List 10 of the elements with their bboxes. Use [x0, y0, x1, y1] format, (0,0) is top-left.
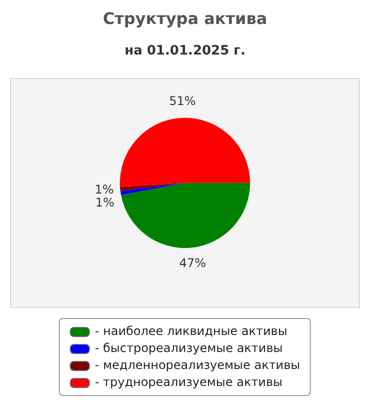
chart-title: Структура актива — [102, 8, 268, 28]
legend-label: - быстрореализуемые активы — [94, 340, 283, 357]
legend-label: - труднореализуемые активы — [94, 374, 283, 391]
data-label: 51% — [169, 94, 196, 108]
chart-subtitle: на 01.01.2025 г. — [124, 43, 246, 58]
legend-label: - медленнореализуемые активы — [94, 357, 300, 374]
legend-label: - наиболее ликвидные активы — [94, 323, 288, 340]
data-label: 1% — [94, 182, 114, 197]
data-label: 47% — [179, 256, 206, 270]
data-label: 1% — [95, 196, 114, 210]
